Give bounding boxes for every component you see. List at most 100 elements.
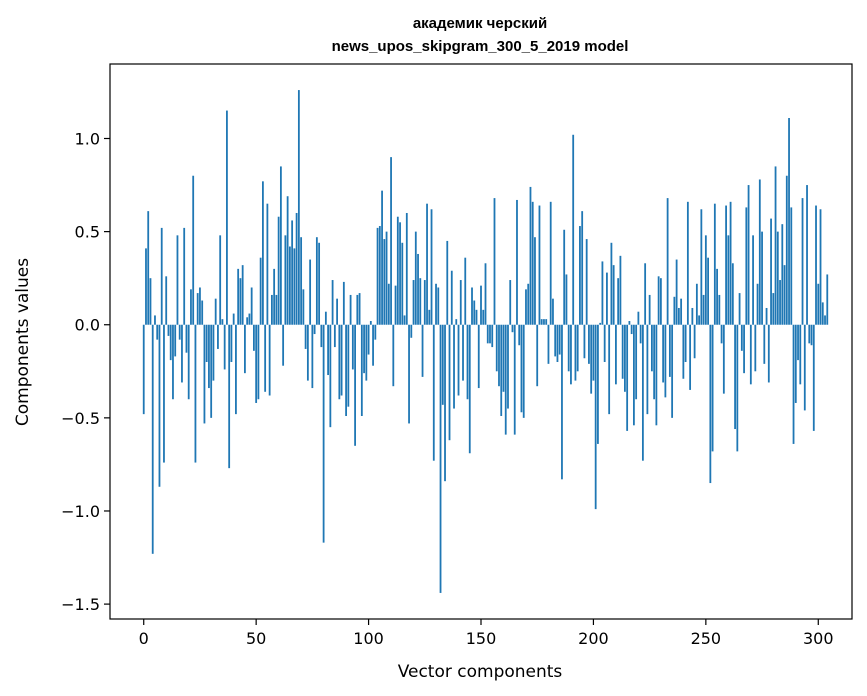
bar	[387, 283, 390, 325]
bar	[201, 300, 204, 325]
bar	[295, 212, 298, 325]
bar	[306, 324, 309, 381]
bar	[612, 265, 615, 325]
bar	[579, 226, 581, 325]
bar	[363, 324, 365, 374]
bar	[794, 324, 797, 403]
x-tick-label: 50	[246, 629, 266, 648]
bar	[671, 324, 674, 418]
bar	[288, 246, 291, 325]
bar	[725, 205, 727, 325]
bar	[686, 201, 689, 325]
bar	[297, 90, 300, 325]
bar	[279, 166, 282, 325]
bar	[257, 324, 260, 400]
bar	[151, 324, 154, 554]
bar	[594, 324, 597, 510]
bar	[691, 307, 694, 325]
bar	[369, 321, 372, 325]
bar	[214, 298, 217, 325]
bar	[329, 324, 332, 428]
bar	[662, 324, 665, 383]
bar	[399, 222, 401, 325]
bar	[633, 324, 635, 426]
bar	[414, 231, 417, 325]
bar	[770, 218, 772, 325]
bar	[394, 285, 397, 325]
bar	[799, 324, 802, 385]
bar	[282, 324, 285, 366]
bar	[196, 293, 199, 325]
bar	[372, 324, 374, 366]
bar	[761, 231, 763, 325]
bar	[797, 324, 799, 361]
bar	[675, 259, 678, 325]
bar	[464, 257, 467, 325]
bar	[489, 324, 491, 344]
bar	[439, 324, 442, 593]
bar	[824, 315, 826, 325]
bar	[417, 253, 419, 325]
bar	[606, 272, 608, 325]
bar	[457, 324, 460, 396]
bar	[291, 220, 294, 325]
bar	[313, 324, 316, 335]
bar	[221, 319, 224, 325]
bar	[493, 198, 496, 325]
bar	[147, 211, 150, 325]
bar	[423, 280, 426, 325]
bar	[208, 324, 210, 389]
bar	[684, 324, 687, 362]
y-axis-label: Components values	[13, 258, 33, 426]
bar	[812, 324, 815, 431]
bar	[556, 324, 559, 362]
y-tick-label: −1.0	[61, 502, 100, 521]
bar	[552, 298, 554, 325]
bar	[383, 239, 386, 325]
bar	[677, 307, 680, 325]
bar	[765, 307, 768, 325]
bar	[565, 274, 568, 325]
bar	[624, 324, 626, 392]
bar	[358, 293, 361, 325]
bar	[727, 235, 730, 325]
bar	[700, 209, 703, 325]
bar	[340, 324, 343, 396]
bar	[619, 255, 622, 325]
bar	[484, 263, 487, 325]
bar	[459, 280, 462, 325]
bar	[621, 324, 624, 379]
bar	[235, 324, 237, 415]
bar	[356, 294, 359, 325]
bar	[767, 324, 770, 383]
bar	[183, 227, 186, 325]
bar	[396, 216, 399, 325]
bar	[745, 207, 748, 325]
bar	[471, 287, 473, 325]
bar	[511, 324, 514, 333]
bar	[205, 324, 208, 362]
bar	[181, 324, 183, 383]
bar	[599, 322, 602, 325]
bar	[695, 283, 698, 325]
bar	[333, 324, 336, 348]
bar	[808, 324, 811, 344]
bar	[412, 280, 415, 325]
bar	[693, 324, 696, 359]
bar	[432, 324, 435, 461]
bar	[253, 324, 255, 351]
bar	[576, 324, 579, 372]
bar	[203, 324, 206, 424]
bar	[749, 324, 752, 385]
bar	[154, 315, 156, 325]
bar	[659, 278, 662, 325]
bar	[390, 157, 392, 325]
bar	[563, 229, 566, 325]
bar	[428, 309, 431, 325]
x-tick-label: 150	[466, 629, 497, 648]
bar	[405, 212, 408, 325]
bar	[729, 201, 732, 325]
bar	[160, 227, 163, 325]
bar	[300, 237, 303, 325]
bar	[491, 324, 494, 348]
